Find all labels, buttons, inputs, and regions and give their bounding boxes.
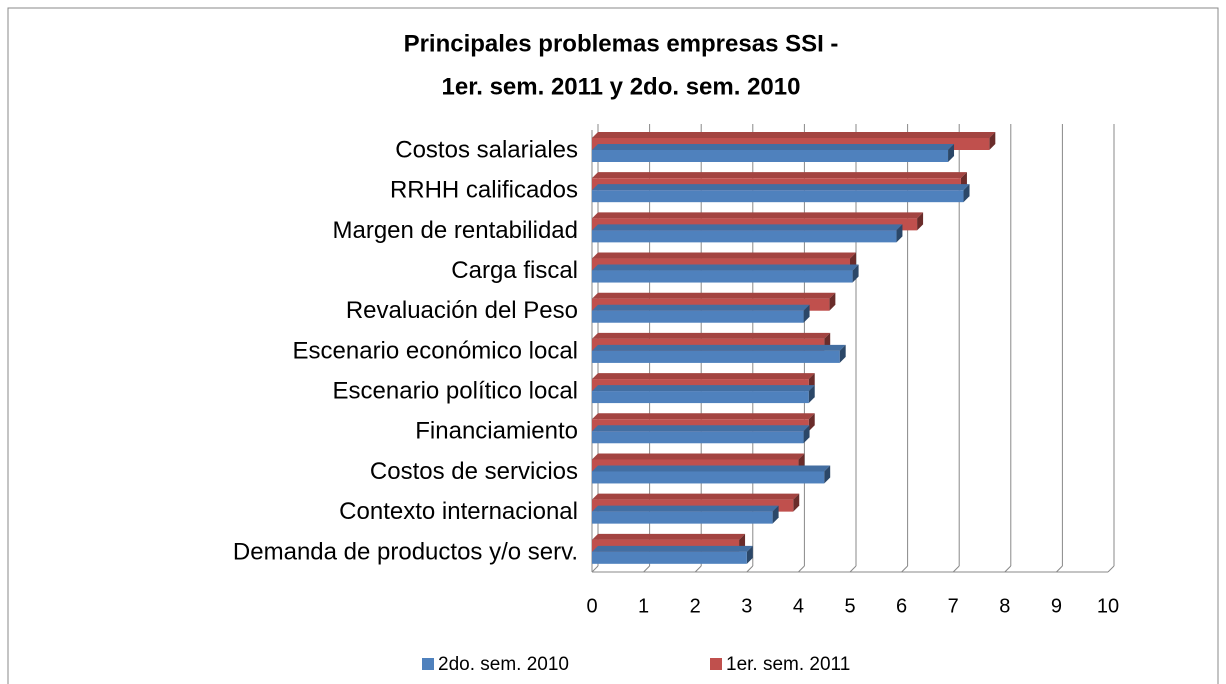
bar-top [592, 212, 924, 219]
bar-top [592, 332, 831, 339]
bar-side [948, 144, 955, 162]
bar [592, 270, 853, 283]
bar [592, 391, 809, 404]
y-tick-label: Revaluación del Peso [346, 297, 578, 324]
floor-line [1107, 565, 1115, 573]
x-tick-label: 9 [1051, 595, 1062, 617]
chart-title: Principales problemas empresas SSI - [404, 30, 839, 57]
x-tick-label: 7 [948, 595, 959, 617]
y-tick-label: RRHH calificados [390, 177, 578, 204]
y-tick-label: Costos de servicios [370, 458, 578, 485]
x-tick-label: 10 [1097, 595, 1119, 617]
bar [592, 551, 747, 564]
floor-line [746, 565, 754, 573]
bar-top [592, 413, 815, 420]
floor-line [952, 565, 960, 573]
bar-top [592, 172, 967, 179]
bar-side [824, 465, 831, 484]
x-tick-label: 3 [741, 595, 752, 617]
x-tick-label: 6 [896, 595, 907, 617]
bar-top [592, 224, 903, 231]
bar-top [592, 132, 996, 138]
y-tick-label: Demanda de productos y/o serv. [233, 538, 578, 565]
y-tick-label: Margen de rentabilidad [333, 217, 579, 244]
legend-label: 1er. sem. 2011 [726, 654, 850, 675]
bar-top [592, 545, 753, 552]
bar-top [592, 304, 810, 311]
bar-top [592, 385, 815, 392]
y-tick-label: Contexto internacional [339, 498, 578, 525]
bar-side [839, 344, 846, 363]
legend-swatch [422, 658, 434, 670]
x-tick-label: 2 [690, 595, 701, 617]
bar [592, 310, 804, 323]
bar-top [592, 465, 831, 472]
y-tick-label: Financiamiento [415, 418, 578, 445]
bar-top [592, 493, 800, 500]
x-tick-label: 1 [638, 595, 649, 617]
x-tick-label: 8 [999, 595, 1010, 617]
bar-top [592, 184, 970, 191]
bar-side [746, 545, 753, 564]
bar-side [852, 264, 859, 283]
y-tick-label: Escenario político local [333, 378, 578, 405]
bar-side [963, 184, 970, 203]
bar [592, 190, 964, 203]
y-tick-label: Carga fiscal [451, 257, 578, 284]
bar [592, 350, 840, 363]
legend-swatch [710, 658, 722, 670]
floor-line [1056, 565, 1063, 573]
bar-top [592, 425, 810, 432]
bar-side [793, 493, 800, 512]
bar-top [592, 264, 859, 271]
floor-line [643, 565, 650, 573]
floor-line [1004, 565, 1012, 573]
x-tick-label: 0 [586, 595, 597, 617]
floor-line [798, 565, 805, 573]
bar-top [592, 373, 815, 380]
floor-line [849, 565, 857, 573]
legend-label: 2do. sem. 2010 [438, 654, 569, 675]
bar-top [592, 344, 846, 351]
bar-top [592, 252, 856, 259]
chart-title: 1er. sem. 2011 y 2do. sem. 2010 [442, 73, 801, 100]
bar-side [772, 505, 779, 524]
bar [592, 150, 949, 162]
x-tick-label: 5 [844, 595, 855, 617]
bar-top [592, 453, 805, 460]
bar-side [829, 292, 836, 311]
bar-top [592, 144, 955, 150]
bar-side [803, 304, 810, 323]
floor-line [591, 565, 599, 573]
x-tick-label: 4 [793, 595, 804, 617]
bar-side [808, 385, 815, 404]
y-tick-label: Escenario económico local [293, 337, 578, 364]
bar-side [917, 212, 924, 231]
bar-side [989, 132, 996, 150]
bar [592, 230, 897, 243]
bar [592, 511, 773, 524]
bar-side [803, 425, 810, 444]
bar-side [896, 224, 903, 243]
bar-top [592, 505, 779, 512]
bar-top [592, 292, 836, 299]
bar [592, 431, 804, 444]
floor-line [901, 565, 908, 573]
bar-top [592, 533, 746, 540]
bar-side [808, 413, 815, 432]
y-tick-label: Costos salariales [395, 136, 578, 163]
floor-line [694, 565, 702, 573]
bar [592, 471, 825, 484]
